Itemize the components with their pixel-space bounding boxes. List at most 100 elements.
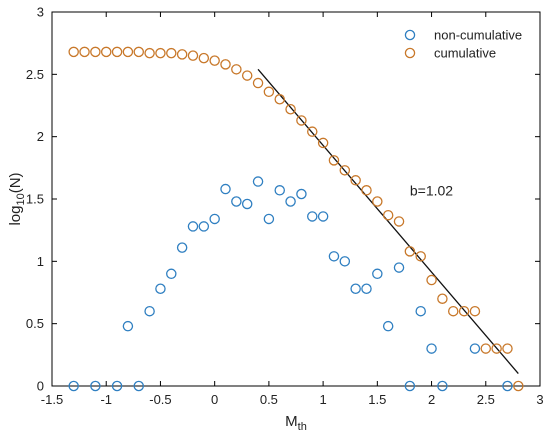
data-point (133, 46, 145, 58)
y-axis-label-pre: log (7, 206, 24, 226)
data-point (339, 165, 351, 176)
y-tick-label: 3 (37, 5, 44, 20)
data-point (100, 46, 112, 58)
x-tick-label: -1.5 (41, 392, 63, 407)
series-non-cumulative (68, 176, 513, 392)
data-point (469, 305, 481, 317)
data-point (252, 176, 264, 187)
data-point (176, 49, 188, 60)
data-point (382, 320, 394, 332)
data-point (307, 126, 318, 137)
data-point (361, 283, 372, 295)
data-point (285, 103, 296, 115)
ticks-layer: -1.5 -1 -0.5 0 0.5 1 1.5 2 2.5 3 0 0.5 1 1.5 2 2.5 3 (26, 5, 544, 408)
annotation-layer: b=1.02 (410, 182, 453, 198)
data-point (307, 211, 318, 222)
x-tick-label: 0 (211, 392, 218, 407)
data-point (458, 305, 470, 317)
data-point (176, 242, 188, 253)
data-point (382, 209, 394, 221)
data-point (372, 196, 383, 207)
data-point (187, 50, 199, 61)
y-tick-label: 2.5 (26, 67, 44, 82)
data-point (350, 283, 361, 295)
data-point (122, 46, 134, 58)
x-tick-label: 1 (319, 392, 326, 407)
data-point (263, 86, 275, 98)
x-axis-label-sub: th (298, 421, 307, 433)
data-point (79, 46, 90, 58)
data-point (263, 213, 275, 225)
legend-label: non-cumulative (434, 28, 522, 43)
y-axis-label-sub: 10 (15, 193, 27, 205)
series-cumulative (68, 46, 524, 392)
data-point (350, 175, 361, 186)
data-point (231, 196, 242, 207)
x-tick-label: 0.5 (260, 392, 278, 407)
data-point (502, 380, 513, 392)
x-tick-label: 3 (536, 392, 543, 407)
data-point (241, 70, 253, 81)
data-point (393, 216, 405, 227)
data-point (166, 268, 177, 280)
x-tick-label: 1.5 (368, 392, 386, 407)
data-point (317, 211, 329, 222)
data-point (469, 343, 481, 354)
data-point (220, 183, 231, 195)
x-axis-label-main: M (285, 413, 298, 430)
data-point (274, 185, 285, 196)
data-point (220, 59, 231, 70)
data-point (231, 64, 242, 75)
legend: non-cumulative cumulative (404, 28, 522, 61)
y-axis-label-post: (N) (7, 172, 24, 193)
x-tick-label: 2.5 (477, 392, 495, 407)
data-point (426, 274, 437, 286)
data-point (328, 251, 340, 262)
data-point (480, 343, 492, 354)
data-point (296, 188, 307, 200)
data-point (241, 198, 253, 210)
legend-marker (404, 29, 416, 41)
data-point (155, 47, 166, 59)
data-point (393, 262, 405, 273)
data-point (144, 305, 155, 317)
data-point (415, 305, 426, 317)
data-point (437, 293, 448, 304)
data-point (111, 380, 123, 392)
data-point (502, 343, 513, 354)
points-layer (68, 46, 524, 392)
data-point (328, 155, 340, 166)
data-point (274, 94, 285, 105)
data-point (68, 380, 79, 392)
data-point (209, 55, 220, 66)
fit-layer (257, 68, 519, 374)
data-point (317, 137, 329, 149)
data-point (187, 221, 199, 232)
data-point (209, 213, 220, 225)
data-point (415, 251, 426, 262)
data-point (404, 380, 416, 392)
y-tick-label: 0.5 (26, 316, 44, 331)
data-point (513, 380, 524, 392)
data-point (491, 343, 502, 354)
data-point (437, 380, 448, 392)
x-axis-label: Mth (285, 413, 307, 433)
data-point (144, 47, 155, 59)
data-point (166, 47, 177, 59)
data-point (372, 268, 383, 280)
data-point (426, 343, 437, 354)
y-tick-label: 1.5 (26, 192, 44, 207)
x-tick-label: -1 (100, 392, 112, 407)
x-tick-label: 2 (428, 392, 435, 407)
data-point (111, 46, 123, 58)
data-point (285, 196, 296, 207)
data-point (155, 283, 166, 295)
data-point (133, 380, 145, 392)
data-point (252, 77, 264, 89)
data-point (198, 221, 210, 232)
data-point (296, 115, 307, 126)
data-point (122, 320, 134, 332)
y-tick-label: 1 (37, 254, 44, 269)
y-tick-label: 2 (37, 129, 44, 144)
